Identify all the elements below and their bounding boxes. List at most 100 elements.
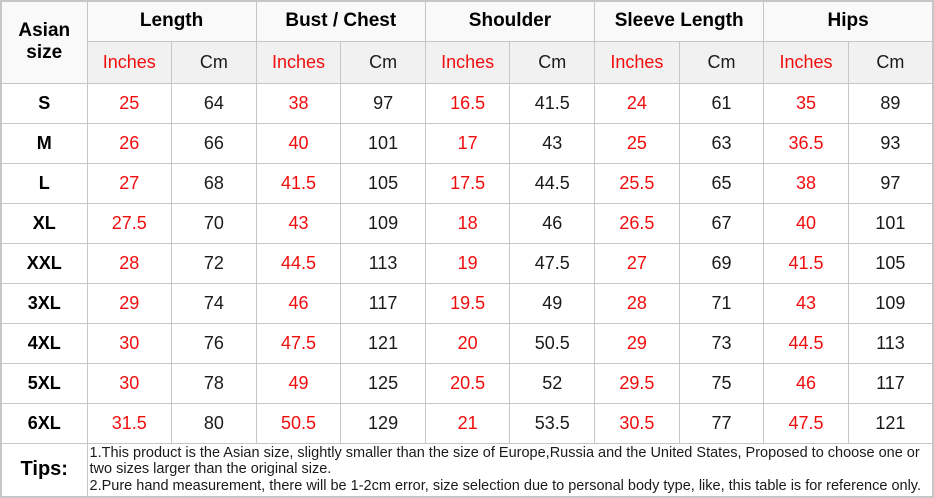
- cm-value: 80: [171, 402, 257, 444]
- table-row: 6XL 31.5 80 50.5 129 21 53.5 30.5 77 47.…: [0, 402, 934, 444]
- inches-value: 31.5: [86, 402, 173, 444]
- size-label: 4XL: [0, 322, 88, 364]
- unit-header-cm: Cm: [171, 40, 257, 84]
- cm-value: 109: [847, 282, 934, 324]
- cm-value: 70: [171, 202, 257, 244]
- inches-value: 43: [255, 202, 342, 244]
- inches-value: 38: [255, 82, 342, 124]
- cm-value: 53.5: [509, 402, 596, 444]
- inches-value: 17.5: [424, 162, 511, 204]
- cm-value: 101: [847, 202, 934, 244]
- cm-value: 41.5: [509, 82, 596, 124]
- inches-value: 49: [255, 362, 342, 404]
- group-header-bust-chest: Bust / Chest: [255, 0, 426, 42]
- group-header-row: Asian size Length Bust / Chest Shoulder …: [0, 0, 934, 84]
- cm-value: 43: [509, 122, 596, 164]
- unit-header-cm: Cm: [847, 40, 934, 84]
- inches-value: 44.5: [255, 242, 342, 284]
- inches-value: 26.5: [594, 202, 680, 244]
- inches-value: 30.5: [594, 402, 680, 444]
- cm-value: 71: [678, 282, 765, 324]
- cm-value: 74: [171, 282, 257, 324]
- inches-value: 25: [86, 82, 173, 124]
- inches-value: 43: [763, 282, 849, 324]
- unit-header-inches: Inches: [255, 40, 342, 84]
- inches-value: 25: [594, 122, 680, 164]
- unit-header-cm: Cm: [340, 40, 426, 84]
- cm-value: 44.5: [509, 162, 596, 204]
- size-label: 5XL: [0, 362, 88, 404]
- inches-value: 19.5: [424, 282, 511, 324]
- tips-row: Tips: 1.This product is the Asian size, …: [0, 442, 934, 498]
- tips-line-2: 2.Pure hand measurement, there will be 1…: [89, 478, 922, 495]
- cm-value: 78: [171, 362, 257, 404]
- cm-value: 97: [340, 82, 426, 124]
- inches-value: 27: [594, 242, 680, 284]
- size-label: L: [0, 162, 88, 204]
- size-label: 6XL: [0, 402, 88, 444]
- table-row: S 25 64 38 97 16.5 41.5 24 61 35 89: [0, 82, 934, 124]
- cm-value: 52: [509, 362, 596, 404]
- cm-value: 113: [847, 322, 934, 364]
- table-row: XL 27.5 70 43 109 18 46 26.5 67 40 101: [0, 202, 934, 244]
- inches-value: 46: [255, 282, 342, 324]
- cm-value: 50.5: [509, 322, 596, 364]
- inches-value: 41.5: [255, 162, 342, 204]
- cm-value: 93: [847, 122, 934, 164]
- inches-value: 20: [424, 322, 511, 364]
- cm-value: 72: [171, 242, 257, 284]
- cm-value: 117: [340, 282, 426, 324]
- tips-label: Tips:: [0, 442, 88, 498]
- inches-value: 46: [763, 362, 849, 404]
- unit-header-inches: Inches: [594, 40, 680, 84]
- unit-header-cm: Cm: [678, 40, 765, 84]
- cm-value: 76: [171, 322, 257, 364]
- cm-value: 121: [340, 322, 426, 364]
- inches-value: 47.5: [255, 322, 342, 364]
- inches-value: 36.5: [763, 122, 849, 164]
- table-row: L 27 68 41.5 105 17.5 44.5 25.5 65 38 97: [0, 162, 934, 204]
- table-row: XXL 28 72 44.5 113 19 47.5 27 69 41.5 10…: [0, 242, 934, 284]
- inches-value: 35: [763, 82, 849, 124]
- inches-value: 29.5: [594, 362, 680, 404]
- unit-header-row: Inches Cm Inches Cm Inches Cm Inches Cm …: [1, 40, 934, 84]
- cm-value: 129: [340, 402, 426, 444]
- inches-value: 28: [594, 282, 680, 324]
- inches-value: 25.5: [594, 162, 680, 204]
- cm-value: 68: [171, 162, 257, 204]
- inches-value: 47.5: [763, 402, 849, 444]
- tips-text: 1.This product is the Asian size, slight…: [86, 442, 934, 498]
- inches-value: 40: [763, 202, 849, 244]
- unit-header-inches: Inches: [424, 40, 511, 84]
- inches-value: 26: [86, 122, 173, 164]
- cm-value: 105: [340, 162, 426, 204]
- inches-value: 41.5: [763, 242, 849, 284]
- inches-value: 29: [594, 322, 680, 364]
- inches-value: 40: [255, 122, 342, 164]
- cm-value: 65: [678, 162, 765, 204]
- inches-value: 29: [86, 282, 173, 324]
- cm-value: 46: [509, 202, 596, 244]
- corner-header-asian-size: Asian size: [0, 0, 88, 84]
- table-row: 4XL 30 76 47.5 121 20 50.5 29 73 44.5 11…: [0, 322, 934, 364]
- group-header-length: Length: [86, 0, 257, 42]
- cm-value: 73: [678, 322, 765, 364]
- size-label: 3XL: [0, 282, 88, 324]
- inches-value: 18: [424, 202, 511, 244]
- cm-value: 109: [340, 202, 426, 244]
- cm-value: 61: [678, 82, 765, 124]
- cm-value: 69: [678, 242, 765, 284]
- cm-value: 47.5: [509, 242, 596, 284]
- cm-value: 49: [509, 282, 596, 324]
- inches-value: 27.5: [86, 202, 173, 244]
- size-label: XXL: [0, 242, 88, 284]
- inches-value: 17: [424, 122, 511, 164]
- inches-value: 28: [86, 242, 173, 284]
- cm-value: 89: [847, 82, 934, 124]
- size-label: M: [0, 122, 88, 164]
- cm-value: 105: [847, 242, 934, 284]
- group-header-hips: Hips: [763, 0, 934, 42]
- cm-value: 67: [678, 202, 765, 244]
